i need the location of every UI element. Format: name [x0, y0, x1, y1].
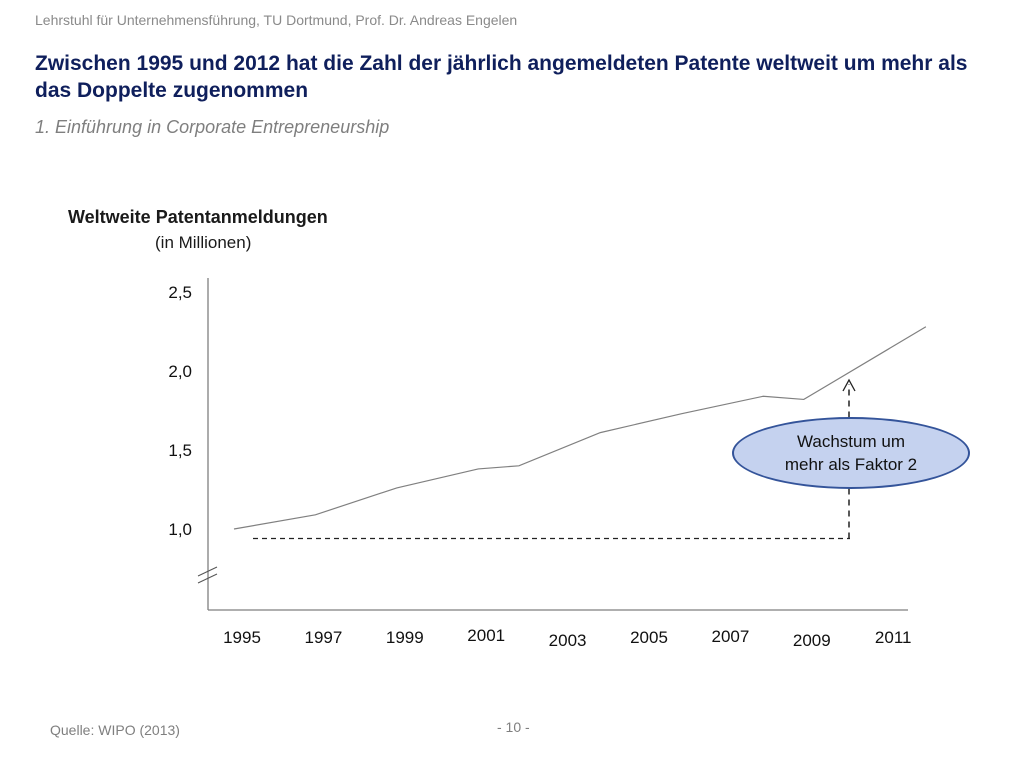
institution-header: Lehrstuhl für Unternehmensführung, TU Do…: [35, 12, 518, 28]
y-tick-label: 2,5: [168, 283, 192, 302]
annotation-line-2: mehr als Faktor 2: [784, 455, 918, 474]
source-note: Quelle: WIPO (2013): [50, 722, 180, 738]
axis-break-stroke: [197, 566, 218, 577]
chart-unit-label: (in Millionen): [155, 233, 252, 252]
axis-break-stroke: [197, 573, 218, 584]
x-tick-label: 2011: [875, 628, 912, 647]
y-tick-label: 1,5: [168, 441, 192, 460]
x-tick-label: 1995: [223, 628, 261, 647]
slide-subtitle: 1. Einführung in Corporate Entrepreneurs…: [35, 117, 390, 137]
x-tick-label: 1999: [386, 628, 424, 647]
x-tick-label: 1997: [304, 628, 342, 647]
page-number: - 10 -: [497, 719, 530, 735]
chart-title: Weltweite Patentanmeldungen: [68, 207, 328, 227]
chart-axes: [197, 278, 908, 611]
x-tick-label: 2009: [793, 631, 831, 650]
series-patent-applications: [233, 326, 927, 530]
y-tick-label: 2,0: [168, 362, 192, 381]
data-line: [233, 326, 927, 530]
arrow-head-icon: [842, 378, 856, 392]
growth-annotation-bubble: Wachstum um mehr als Faktor 2: [732, 417, 970, 489]
x-tick-label: 2003: [549, 631, 587, 650]
x-tick-label: 2001: [467, 626, 505, 645]
y-tick-labels: 1,0 1,5 2,0 2,5: [168, 283, 192, 539]
annotation-line-1: Wachstum um: [796, 432, 905, 451]
slide-title: Zwischen 1995 und 2012 hat die Zahl der …: [35, 52, 968, 102]
y-tick-label: 1,0: [168, 520, 192, 539]
x-tick-label: 2007: [711, 627, 749, 646]
x-tick-label: 2005: [630, 628, 668, 647]
y-axis-break-mark: [197, 566, 218, 584]
x-tick-labels: 1995 1997 1999 2001 2003 2005 2007 2009 2011: [223, 626, 911, 650]
